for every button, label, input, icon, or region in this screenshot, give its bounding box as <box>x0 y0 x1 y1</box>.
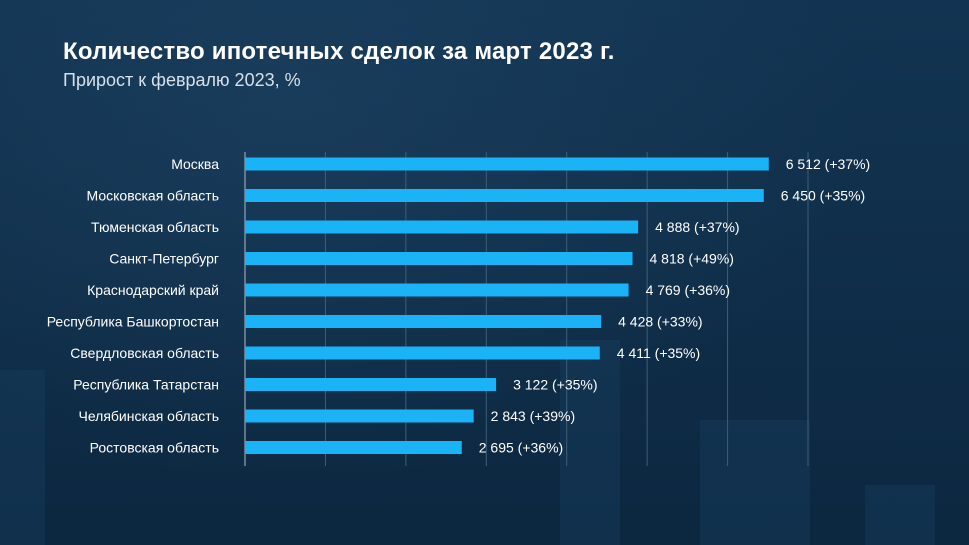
background-decoration <box>0 370 45 545</box>
value-label: 4 428 (+33%) <box>618 314 702 330</box>
background-decoration <box>865 485 935 545</box>
category-label: Свердловская область <box>70 345 219 361</box>
category-label: Ростовская область <box>90 440 219 456</box>
bars <box>245 157 769 454</box>
bar <box>245 220 639 234</box>
bar <box>245 409 474 423</box>
bar <box>245 378 497 391</box>
category-label: Краснодарский край <box>87 282 219 298</box>
category-labels: Москва Московская область Тюменская област… <box>47 156 220 456</box>
category-label: Республика Татарстан <box>73 377 219 393</box>
value-label: 4 411 (+35%) <box>617 345 700 361</box>
bar <box>245 252 633 265</box>
value-label: 4 769 (+36%) <box>646 282 730 298</box>
bar <box>245 283 629 297</box>
bar <box>245 346 600 360</box>
bar <box>245 189 764 202</box>
value-label: 4 888 (+37%) <box>655 219 739 235</box>
bar <box>245 315 602 328</box>
value-label: 2 695 (+36%) <box>479 440 563 456</box>
background-decoration <box>560 340 620 545</box>
value-labels: 6 512 (+37%) 6 450 (+35%) 4 888 (+37%) 4 81… <box>479 156 870 456</box>
value-label: 6 450 (+35%) <box>781 188 865 204</box>
bar <box>245 441 462 454</box>
chart-title: Количество ипотечных сделок за март 2023… <box>63 38 615 65</box>
value-label: 2 843 (+39%) <box>491 408 575 424</box>
category-label: Санкт-Петербург <box>109 251 219 267</box>
category-label: Московская область <box>87 188 219 204</box>
chart-subtitle: Прирост к февралю 2023, % <box>63 70 301 90</box>
category-label: Республика Башкортостан <box>47 314 219 330</box>
bar <box>245 157 769 171</box>
value-label: 4 818 (+49%) <box>650 251 734 267</box>
category-label: Тюменская область <box>91 219 219 235</box>
category-label: Челябинская область <box>79 408 220 424</box>
value-label: 3 122 (+35%) <box>513 377 597 393</box>
background-decoration <box>700 420 810 545</box>
category-label: Москва <box>171 156 219 172</box>
value-label: 6 512 (+37%) <box>786 156 870 172</box>
